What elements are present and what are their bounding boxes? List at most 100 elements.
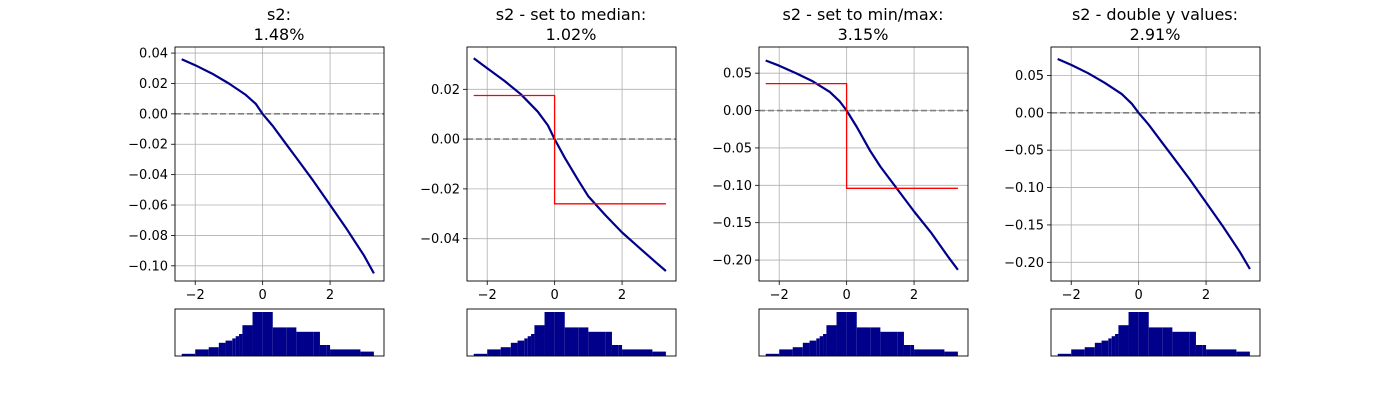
- histogram-bar: [836, 312, 847, 356]
- pdp-curve: [765, 59, 959, 271]
- plot-3: −2 0 2 0.05 0.00 −0.05 −0.10 −0.15 −0.20: [712, 46, 969, 303]
- x-tick-label: 2: [1202, 288, 1210, 303]
- histogram-bar: [272, 327, 287, 356]
- y-tick-label: −0.15: [1004, 218, 1044, 233]
- panel-2-title-line1: s2 - set to median:: [496, 5, 647, 24]
- histogram-bar: [262, 312, 273, 356]
- axes-frame: [466, 46, 677, 282]
- histogram-bar: [319, 345, 327, 356]
- histogram-bar: [802, 342, 810, 356]
- y-tick-label: −0.05: [712, 141, 752, 156]
- histogram-bar: [816, 338, 820, 356]
- y-tick-label: −0.02: [420, 182, 460, 197]
- histogram-bar: [1236, 351, 1250, 356]
- pdp-curve: [181, 58, 375, 274]
- histogram-bar: [1101, 340, 1109, 356]
- x-tick-label: 2: [618, 288, 626, 303]
- y-tick-label: −0.10: [128, 259, 168, 274]
- histogram-bar: [517, 340, 525, 356]
- histogram-bar: [500, 347, 511, 356]
- histogram-bar: [1206, 349, 1237, 356]
- histogram-bar: [1084, 347, 1095, 356]
- histogram-bar: [611, 345, 619, 356]
- histogram-bar: [618, 345, 623, 356]
- y-tick-label: −0.08: [128, 229, 168, 244]
- histogram-frame: [466, 308, 677, 357]
- histogram-bar: [792, 347, 803, 356]
- histogram-bar: [524, 338, 528, 356]
- histogram-bar: [622, 349, 653, 356]
- x-tick-label: 2: [326, 288, 334, 303]
- histogram-bar: [232, 338, 236, 356]
- panel-2-title-line2: 1.02%: [546, 25, 597, 44]
- histogram-bar: [779, 349, 793, 356]
- histogram-bar: [914, 349, 945, 356]
- panel-1-title-line2: 1.48%: [254, 25, 305, 44]
- histogram-bar: [588, 331, 606, 356]
- histogram-bar: [1172, 331, 1190, 356]
- y-tick-label: −0.02: [128, 138, 168, 153]
- histogram-bar: [897, 331, 904, 356]
- panel-1: −2 0 2 0.04 0.02 0.00 −0.02 −0.04 −0.06 −0.08 −0.1…: [128, 5, 385, 357]
- histogram-bar: [225, 340, 233, 356]
- pdp-curve: [473, 57, 667, 272]
- histogram-bar: [242, 325, 253, 356]
- y-tick-label: −0.10: [1004, 181, 1044, 196]
- axes-frame: [1050, 46, 1261, 282]
- axes-frame: [758, 46, 969, 282]
- histogram-frame: [174, 308, 385, 357]
- histogram-bar: [313, 331, 320, 356]
- approximation-line: [765, 82, 958, 189]
- histogram-bar: [819, 336, 824, 356]
- histogram-bar: [1071, 349, 1085, 356]
- histogram-bar: [296, 331, 314, 356]
- panel-4-title-line2: 2.91%: [1130, 25, 1181, 44]
- y-tick-label: 0.00: [1015, 106, 1044, 121]
- y-tick-label: −0.04: [128, 168, 168, 183]
- y-tick-label: −0.04: [420, 232, 460, 247]
- histogram-bar: [239, 334, 243, 356]
- y-tick-label: 0.02: [139, 77, 168, 92]
- histogram-bar: [1094, 342, 1102, 356]
- histogram-bar: [1138, 312, 1149, 356]
- y-tick-label: 0.00: [431, 133, 460, 148]
- histogram-bar: [531, 334, 535, 356]
- panel-3-title-line1: s2 - set to min/max:: [783, 5, 944, 24]
- histogram-bar: [880, 331, 898, 356]
- histogram-bar: [1111, 336, 1116, 356]
- panel-3: −2 0 2 0.05 0.00 −0.05 −0.10 −0.15 −0.20 s2 - se…: [712, 5, 969, 357]
- histogram-bar: [252, 312, 263, 356]
- histogram-bar: [1115, 334, 1119, 356]
- histogram-bar: [218, 342, 226, 356]
- x-tick-label: 0: [1135, 288, 1143, 303]
- histogram-bar: [286, 327, 297, 356]
- histogram-1: [174, 308, 385, 357]
- histogram-bar: [235, 336, 240, 356]
- histogram-bar: [360, 351, 374, 356]
- plot-4: −2 0 2 0.05 0.00 −0.05 −0.10 −0.15 −0.20: [1004, 46, 1261, 303]
- histogram-bar: [473, 353, 488, 356]
- y-tick-label: 0.00: [139, 107, 168, 122]
- histogram-bar: [330, 349, 361, 356]
- histogram-bar: [578, 327, 589, 356]
- y-tick-label: −0.20: [712, 254, 752, 269]
- y-tick-label: −0.05: [1004, 144, 1044, 159]
- histogram-bar: [534, 325, 545, 356]
- y-tick-label: 0.04: [139, 47, 168, 62]
- x-tick-label: −2: [1062, 288, 1081, 303]
- pdp-curve: [1057, 57, 1251, 270]
- panel-2: −2 0 2 0.02 0.00 −0.02 −0.04 s2 - set to media…: [420, 5, 677, 357]
- histogram-bar: [823, 334, 827, 356]
- x-tick-label: −2: [770, 288, 789, 303]
- histogram-bar: [564, 327, 579, 356]
- panel-4: −2 0 2 0.05 0.00 −0.05 −0.10 −0.15 −0.20 s2 - do…: [1004, 5, 1261, 357]
- histogram-bar: [1128, 312, 1139, 356]
- histogram-bar: [554, 312, 565, 356]
- x-tick-label: 0: [259, 288, 267, 303]
- panel-1-title-line1: s2:: [267, 5, 291, 24]
- histogram-bar: [181, 353, 196, 356]
- histogram-3: [758, 308, 969, 357]
- panel-4-title-line1: s2 - double y values:: [1072, 5, 1238, 24]
- histogram-bar: [1108, 338, 1112, 356]
